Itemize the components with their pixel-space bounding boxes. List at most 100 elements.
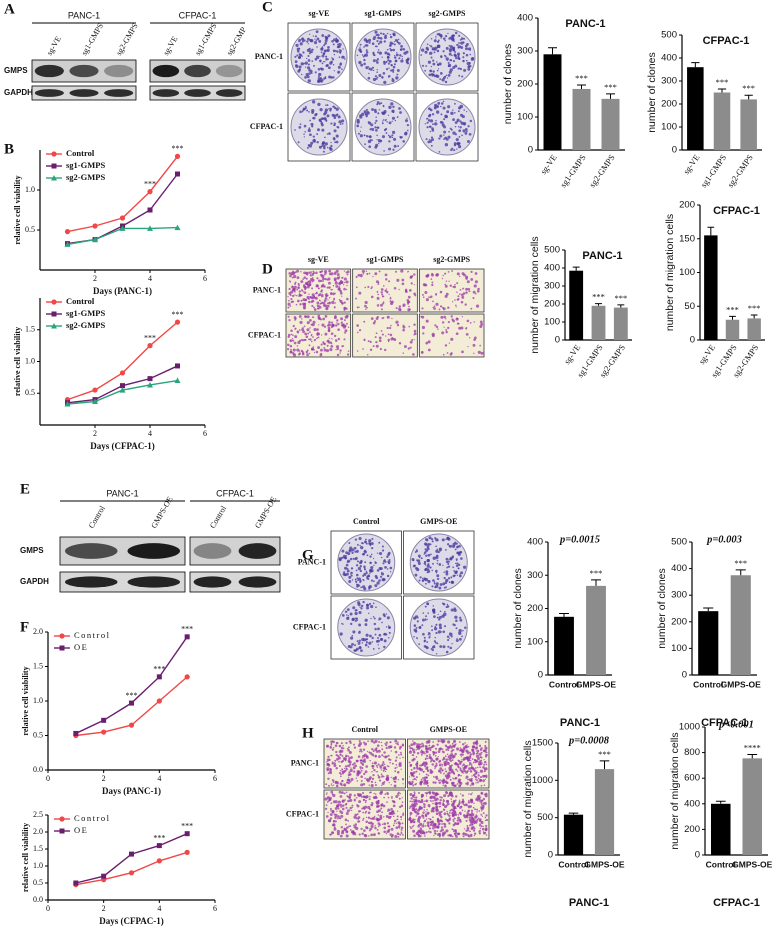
chart-title: CFPAC-1: [713, 897, 760, 909]
cell-dot: [334, 744, 338, 748]
cell-dot: [408, 289, 412, 292]
colony-dot: [366, 575, 369, 579]
y-tick-label: 2.0: [33, 627, 43, 636]
colony-dot: [449, 544, 453, 548]
colony-dot: [421, 48, 425, 52]
colony-dot: [431, 629, 434, 632]
cell-dot: [482, 802, 485, 805]
cell-dot: [424, 758, 427, 760]
cell-dot: [465, 775, 469, 779]
cell-dot: [435, 325, 439, 329]
error-bar: [548, 47, 557, 55]
cell-dot: [395, 826, 399, 830]
colony-dot: [433, 74, 436, 78]
colony-dot: [341, 622, 343, 625]
colony-dot: [344, 58, 346, 60]
colony-dot: [428, 580, 430, 582]
colony-dot: [378, 647, 380, 650]
cell-dot: [387, 828, 391, 832]
point: [64, 401, 71, 407]
y-tick-label: 500: [544, 245, 560, 256]
colony-dot: [319, 108, 323, 112]
cell-dot: [384, 273, 388, 277]
colony-dot: [341, 549, 345, 553]
cell-dot: [467, 801, 471, 804]
cell-dot: [426, 757, 429, 760]
cell-dot: [427, 791, 430, 794]
cell-dot: [453, 285, 457, 289]
y-tick-label: 2.0: [33, 827, 43, 836]
cell-dot: [366, 272, 369, 276]
cell-dot: [481, 815, 484, 817]
cell-dot: [326, 278, 329, 281]
cell-dot: [438, 805, 441, 808]
colony-dot: [330, 144, 333, 148]
cell-dot: [324, 332, 328, 336]
significance: ***: [126, 691, 138, 700]
colony-dot: [415, 626, 418, 629]
blot-band: [104, 64, 134, 78]
colony-dot: [456, 562, 459, 565]
cell-dot: [444, 344, 448, 347]
cell-dot: [396, 832, 400, 836]
cell-dot: [429, 821, 432, 824]
colony-dot: [460, 37, 464, 40]
cell-dot: [380, 769, 383, 771]
cell-dot: [394, 775, 397, 778]
colony-dot: [326, 104, 329, 107]
cell-dot: [363, 320, 366, 323]
cell-dot: [367, 340, 370, 343]
cell-dot: [484, 831, 487, 834]
cell-dot: [329, 347, 333, 352]
colony-dot: [385, 132, 388, 134]
cell-dot: [355, 826, 359, 831]
cell-dot: [323, 273, 326, 276]
y-tick-label: 100: [671, 643, 687, 654]
colony-dot: [392, 32, 396, 36]
colony-dot: [457, 567, 460, 570]
image-column-label: sg1-GMPS: [365, 9, 402, 18]
colony-dot: [319, 55, 321, 58]
cell-dot: [480, 756, 483, 759]
colony-dot: [423, 640, 426, 643]
cell-dot: [332, 746, 335, 749]
colony-dot: [447, 73, 451, 77]
cell-dot: [453, 739, 457, 743]
cell-dot: [323, 348, 327, 352]
cell-dot: [345, 806, 348, 809]
point: [119, 225, 126, 231]
cell-dot: [368, 751, 371, 754]
cell-dot: [456, 272, 460, 276]
cell-dot: [431, 820, 434, 824]
cell-dot: [337, 815, 340, 818]
cell-dot: [370, 827, 373, 831]
colony-dot: [298, 65, 302, 69]
colony-dot: [440, 113, 443, 116]
colony-dot: [375, 59, 378, 62]
colony-dot: [349, 612, 353, 616]
cell-dot: [289, 274, 292, 278]
p-value: p<0.001: [718, 719, 754, 730]
cell-dot: [321, 277, 325, 281]
cell-dot: [368, 778, 371, 781]
cell-dot: [411, 339, 414, 342]
cell-dot: [448, 817, 452, 820]
cell-dot: [338, 760, 340, 763]
colony-dot: [388, 53, 390, 56]
point: [156, 698, 162, 704]
cell-dot: [470, 798, 474, 802]
colony-dot: [377, 112, 380, 115]
colony-dot: [343, 556, 346, 559]
colony-dot: [436, 69, 439, 72]
cell-dot: [390, 324, 392, 327]
y-tick-label: 1500: [532, 738, 553, 749]
cell-dot: [457, 295, 460, 298]
colony-dot: [431, 138, 434, 142]
colony-dot: [450, 576, 453, 579]
cell-dot: [468, 290, 471, 293]
colony-dot: [456, 574, 459, 576]
cell-dot: [389, 758, 392, 761]
colony-dot: [343, 571, 346, 574]
cell-dot: [291, 338, 294, 340]
cell-dot: [447, 834, 450, 837]
